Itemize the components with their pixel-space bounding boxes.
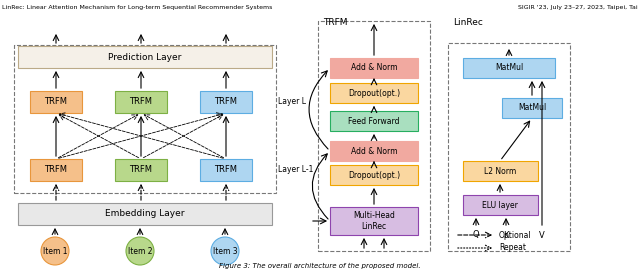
Text: Q: Q bbox=[473, 230, 479, 239]
Bar bbox=[463, 161, 538, 181]
Text: Optional: Optional bbox=[499, 230, 532, 239]
Text: Dropout(opt.): Dropout(opt.) bbox=[348, 88, 400, 97]
Text: LinRec: LinRec bbox=[453, 18, 483, 27]
Bar bbox=[463, 58, 555, 78]
Text: Item 1: Item 1 bbox=[43, 247, 67, 256]
Bar bbox=[30, 91, 82, 113]
Bar bbox=[330, 207, 418, 235]
Text: TRFM: TRFM bbox=[214, 97, 237, 106]
Text: SIGIR '23, July 23–27, 2023, Taipei, Tai: SIGIR '23, July 23–27, 2023, Taipei, Tai bbox=[518, 5, 638, 10]
Bar bbox=[330, 58, 418, 78]
Text: L2 Norm: L2 Norm bbox=[484, 167, 516, 176]
Bar bbox=[115, 159, 167, 181]
Text: Add & Norm: Add & Norm bbox=[351, 64, 397, 73]
Bar bbox=[330, 141, 418, 161]
Bar bbox=[200, 91, 252, 113]
Bar bbox=[448, 43, 570, 251]
Text: TRFM: TRFM bbox=[129, 97, 152, 106]
Bar bbox=[18, 46, 272, 68]
Text: MatMul: MatMul bbox=[495, 64, 523, 73]
Bar bbox=[200, 159, 252, 181]
Bar bbox=[115, 91, 167, 113]
Text: ELU layer: ELU layer bbox=[482, 200, 518, 209]
Bar bbox=[330, 111, 418, 131]
Text: Dropout(opt.): Dropout(opt.) bbox=[348, 171, 400, 180]
Text: Item 3: Item 3 bbox=[212, 247, 237, 256]
Text: Layer L: Layer L bbox=[278, 97, 306, 106]
Bar bbox=[502, 98, 562, 118]
Text: Item 2: Item 2 bbox=[128, 247, 152, 256]
Text: Embedding Layer: Embedding Layer bbox=[105, 209, 185, 218]
Bar bbox=[330, 165, 418, 185]
Bar bbox=[30, 159, 82, 181]
Circle shape bbox=[41, 237, 69, 265]
Text: MatMul: MatMul bbox=[518, 103, 546, 112]
Text: LinRec: Linear Attention Mechanism for Long-term Sequential Recommender Systems: LinRec: Linear Attention Mechanism for L… bbox=[2, 5, 273, 10]
Circle shape bbox=[126, 237, 154, 265]
Text: Multi-Head
LinRec: Multi-Head LinRec bbox=[353, 211, 395, 231]
Text: TRFM: TRFM bbox=[323, 18, 348, 27]
Circle shape bbox=[211, 237, 239, 265]
Text: Feed Forward: Feed Forward bbox=[348, 117, 400, 126]
Bar bbox=[14, 45, 276, 193]
Bar bbox=[330, 83, 418, 103]
Text: V: V bbox=[539, 230, 545, 239]
Text: Prediction Layer: Prediction Layer bbox=[108, 52, 182, 61]
Text: TRFM: TRFM bbox=[45, 165, 67, 174]
Text: Repeat: Repeat bbox=[499, 244, 526, 253]
Text: Add & Norm: Add & Norm bbox=[351, 147, 397, 156]
Bar bbox=[463, 195, 538, 215]
Text: TRFM: TRFM bbox=[45, 97, 67, 106]
Text: TRFM: TRFM bbox=[129, 165, 152, 174]
Text: Layer L-1: Layer L-1 bbox=[278, 165, 314, 174]
Text: TRFM: TRFM bbox=[214, 165, 237, 174]
Text: K: K bbox=[503, 230, 509, 239]
Bar bbox=[318, 21, 430, 251]
Bar bbox=[18, 203, 272, 225]
Text: Figure 3: The overall architecture of the proposed model.: Figure 3: The overall architecture of th… bbox=[219, 263, 421, 269]
